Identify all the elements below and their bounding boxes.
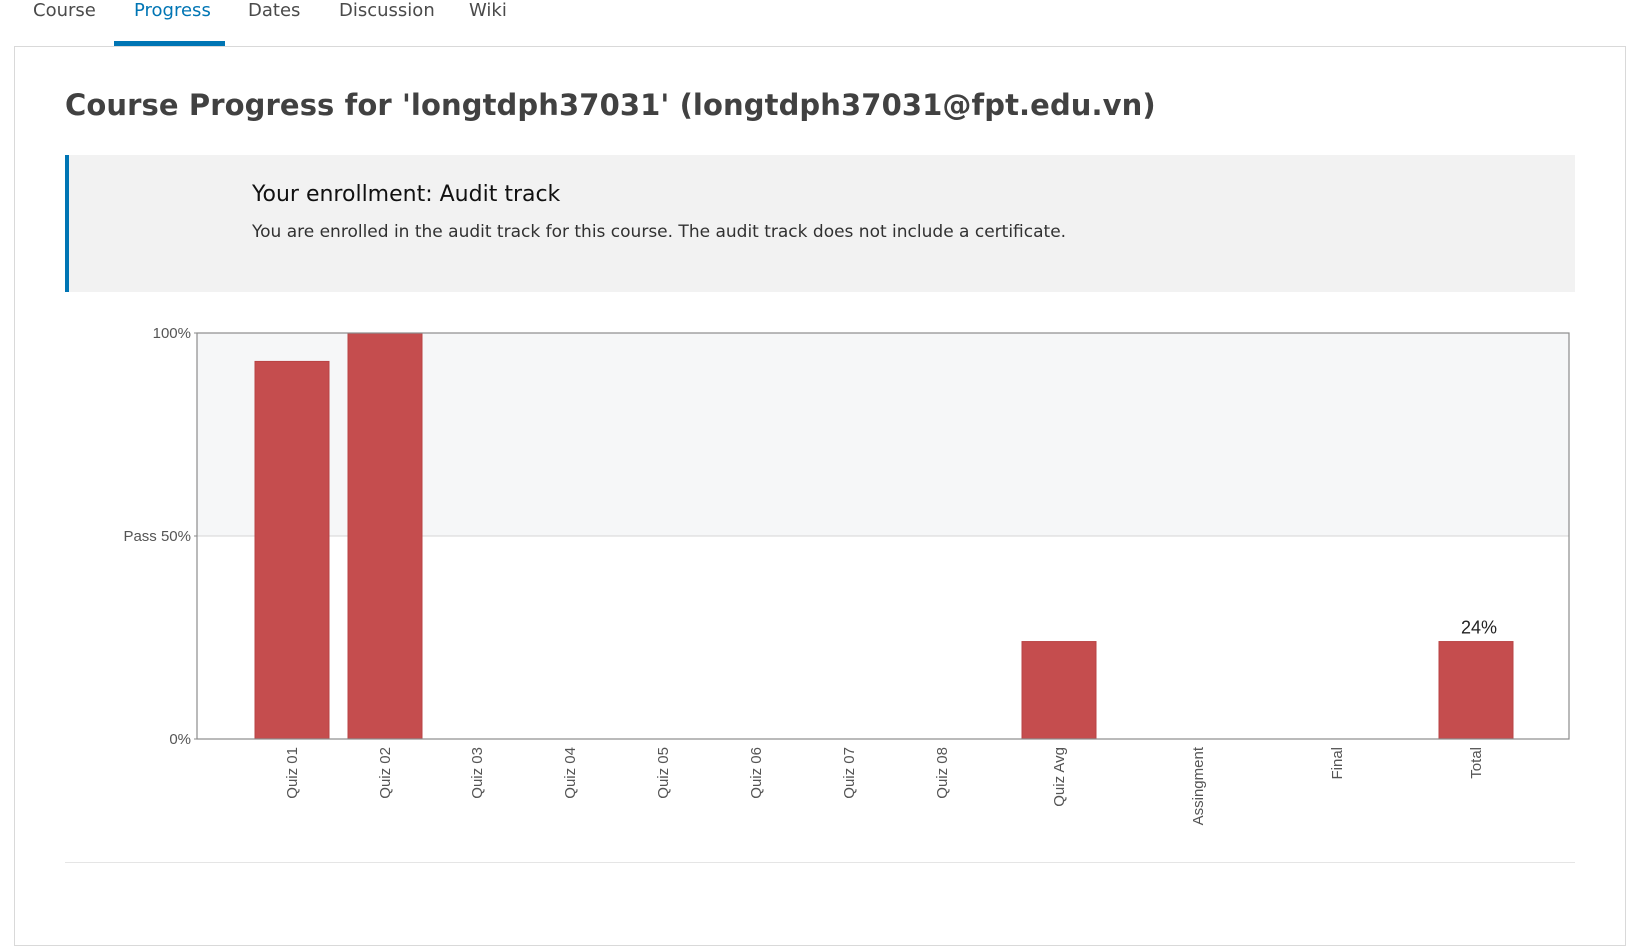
tab-course[interactable]: Course [33,0,96,21]
enrollment-notice: Your enrollment: Audit track You are enr… [65,155,1575,292]
course-tabs: Course Progress Dates Discussion Wiki [0,0,1635,46]
tab-dates[interactable]: Dates [248,0,301,21]
tab-progress[interactable]: Progress [134,0,211,21]
enrollment-description: You are enrolled in the audit track for … [252,222,1067,242]
enrollment-title: Your enrollment: Audit track [252,182,561,207]
tab-wiki[interactable]: Wiki [469,0,507,21]
tab-discussion[interactable]: Discussion [339,0,435,21]
page-title: Course Progress for 'longtdph37031' (lon… [65,88,1156,122]
section-divider [65,862,1575,863]
active-tab-indicator [114,41,225,46]
